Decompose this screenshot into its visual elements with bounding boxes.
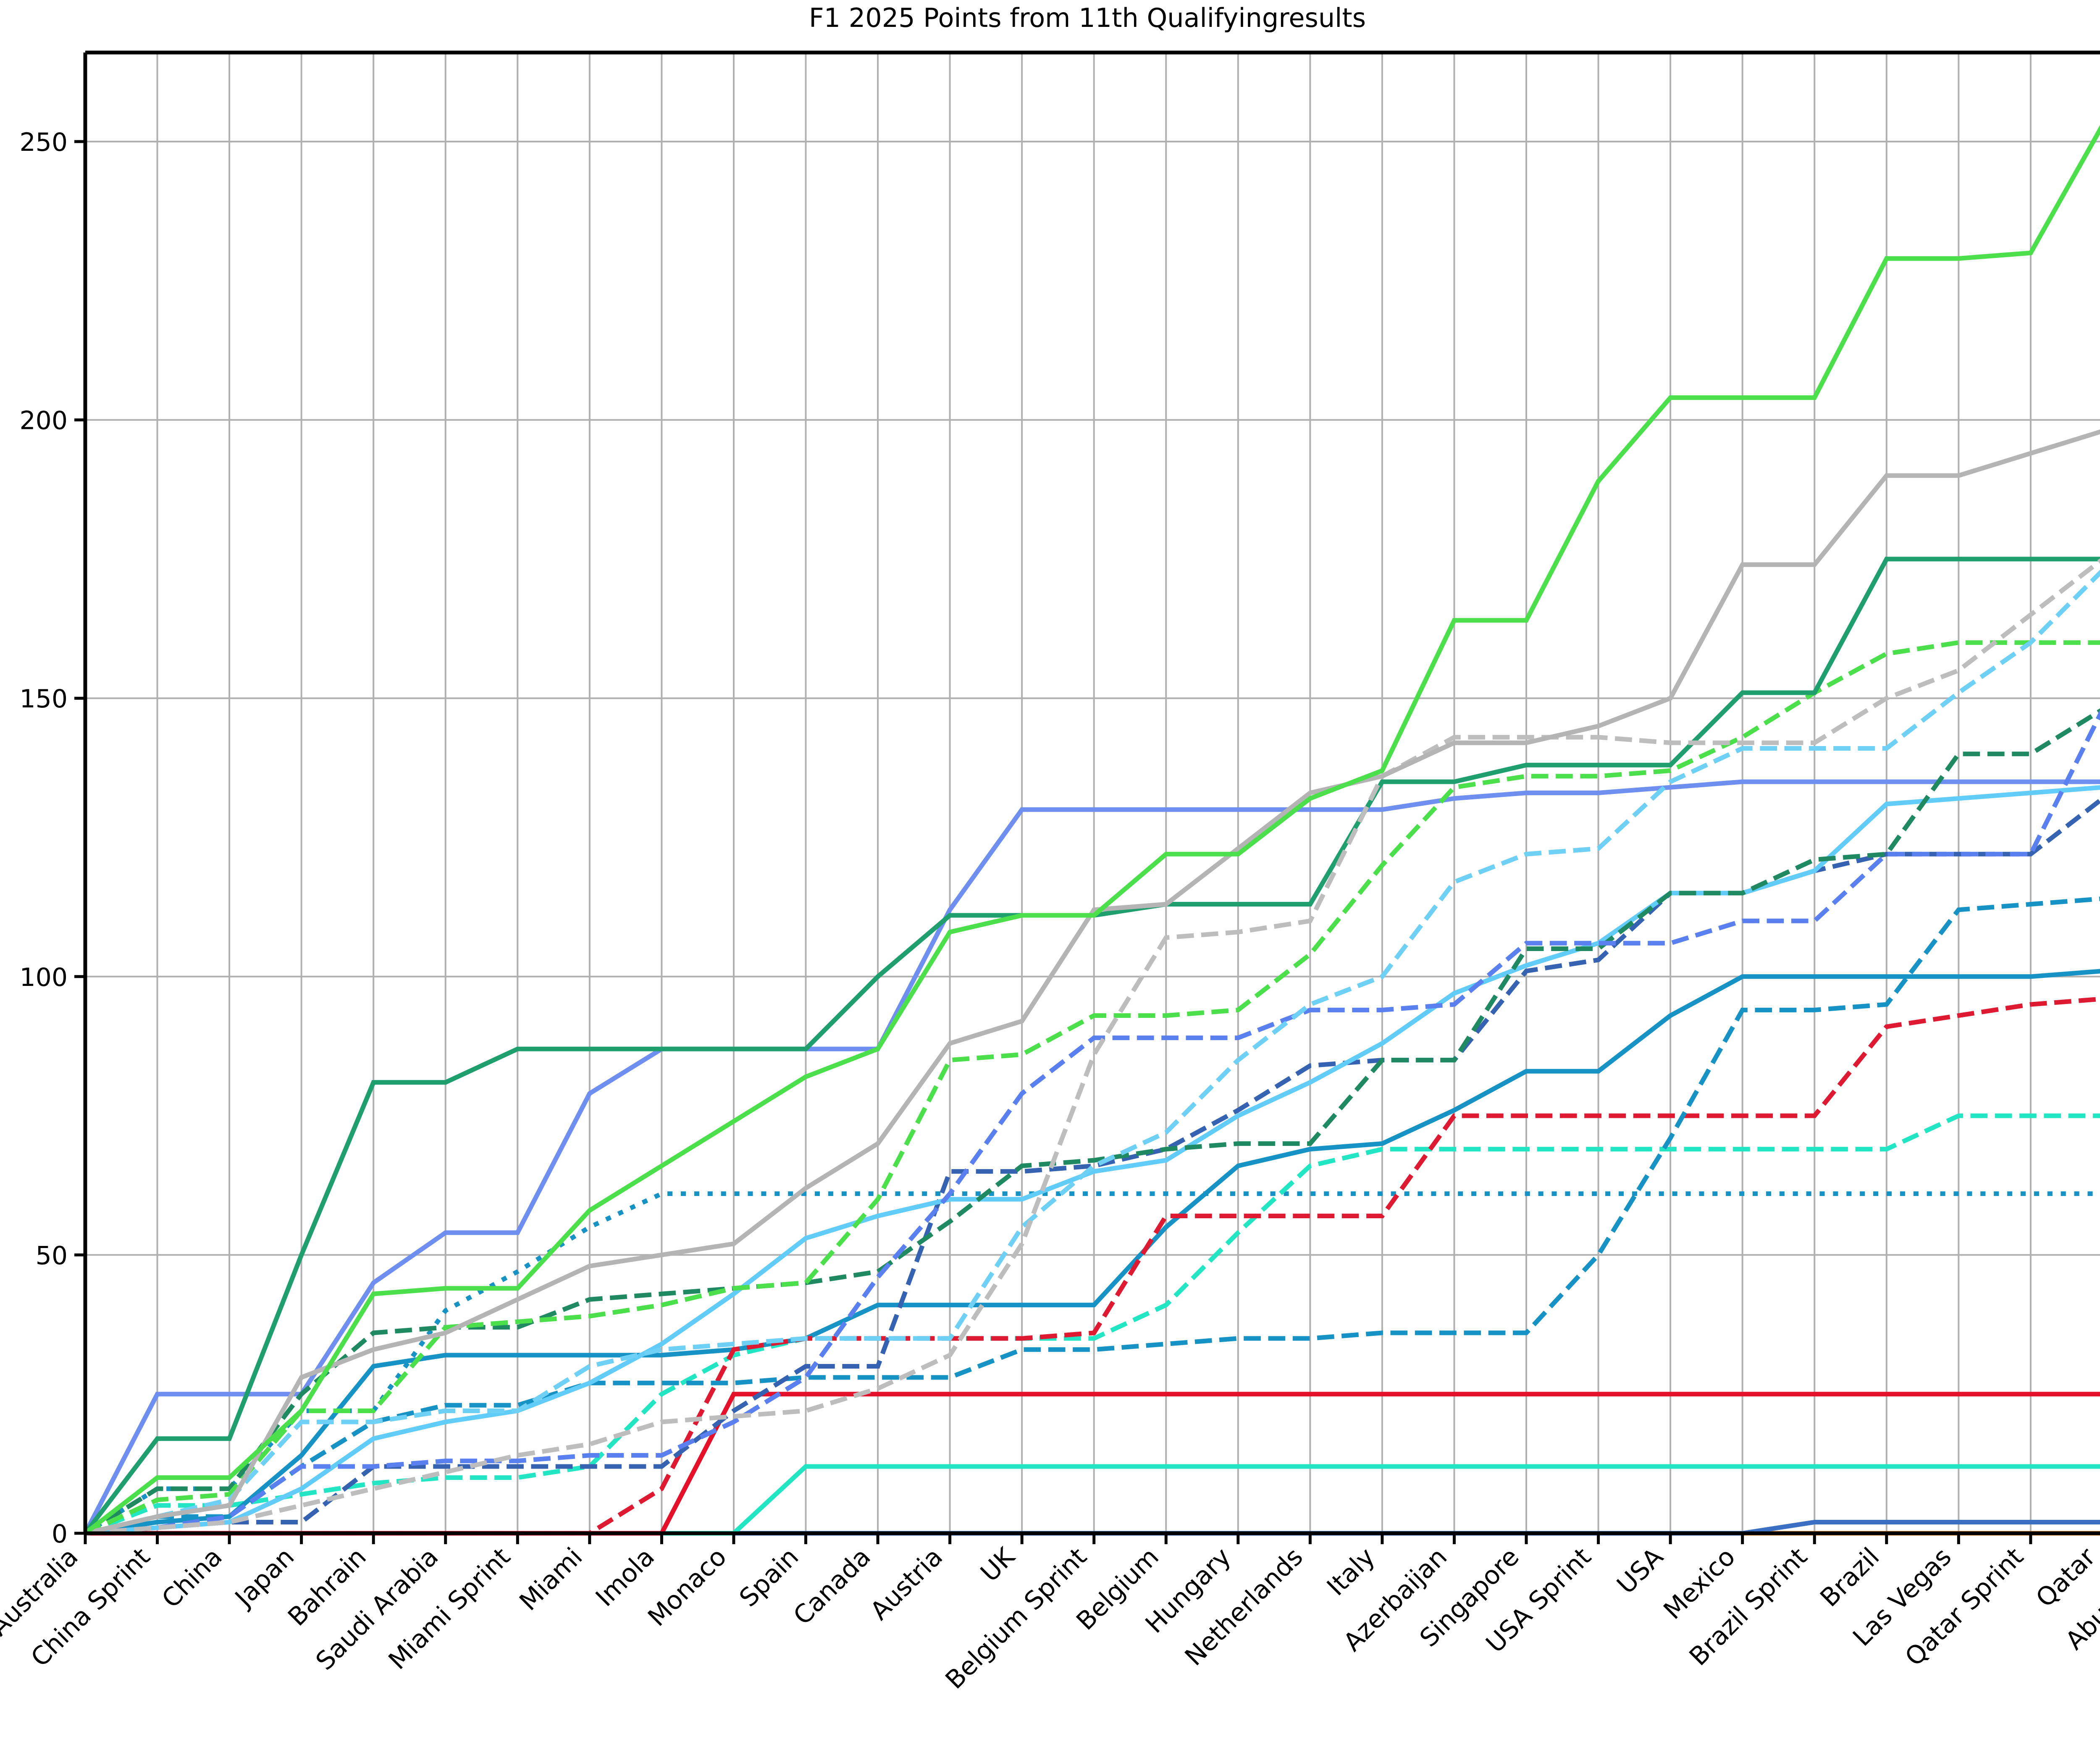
x-axis-tick-label: Imola (590, 1542, 660, 1612)
x-axis-tick-label: Qatar (2030, 1542, 2100, 1613)
x-axis-tick-label: Japan (228, 1542, 300, 1614)
x-axis-tick-label: UK (975, 1542, 1021, 1588)
x-axis-tick-label: Monaco (642, 1542, 732, 1632)
series-line-law (85, 710, 2100, 1536)
y-axis-ticks: 0 50 100 150 200 250 (19, 128, 85, 1549)
series-line-had (83, 779, 2100, 1535)
x-axis-tick-label: Canada (788, 1542, 877, 1631)
series-line-str (84, 708, 2100, 1535)
series-line-gas (85, 969, 2100, 1536)
y-axis-tick-label: 150 (19, 684, 68, 714)
y-axis-tick-label: 50 (36, 1241, 68, 1270)
series-line-alb (84, 570, 2100, 1536)
series-line-alo (83, 557, 2100, 1535)
y-axis-tick-label: 250 (19, 128, 68, 157)
chart-title: F1 2025 Points from 11th Qualifyingresul… (808, 3, 1366, 33)
x-axis-tick-label: Brazil (1815, 1542, 1885, 1613)
x-axis-tick-label: Austria (865, 1542, 948, 1626)
axes (83, 50, 2100, 1535)
x-axis-tick-label: Saudi Arabia (310, 1542, 444, 1676)
y-axis-tick-label: 200 (19, 406, 68, 436)
x-axis-tick-label: Italy (1321, 1542, 1381, 1602)
x-axis-tick-label: USA (1611, 1542, 1669, 1600)
series-line-oco (84, 429, 2100, 1536)
series-line-tsu (85, 797, 2100, 1536)
series-line-hül (84, 125, 2100, 1535)
series-line-bor (84, 640, 2100, 1535)
x-axis-tick-label: Miami (514, 1542, 588, 1616)
x-axis-tick-label: China (156, 1542, 228, 1614)
series-line-ant (84, 1113, 2100, 1536)
series-line-col (84, 896, 2100, 1536)
grid-lines (84, 53, 2100, 1534)
y-axis-tick-label: 0 (52, 1519, 68, 1549)
x-axis-tick-label: Spain (734, 1542, 804, 1613)
y-axis-tick-label: 100 (19, 963, 68, 992)
series-line-bea (85, 558, 2100, 1536)
